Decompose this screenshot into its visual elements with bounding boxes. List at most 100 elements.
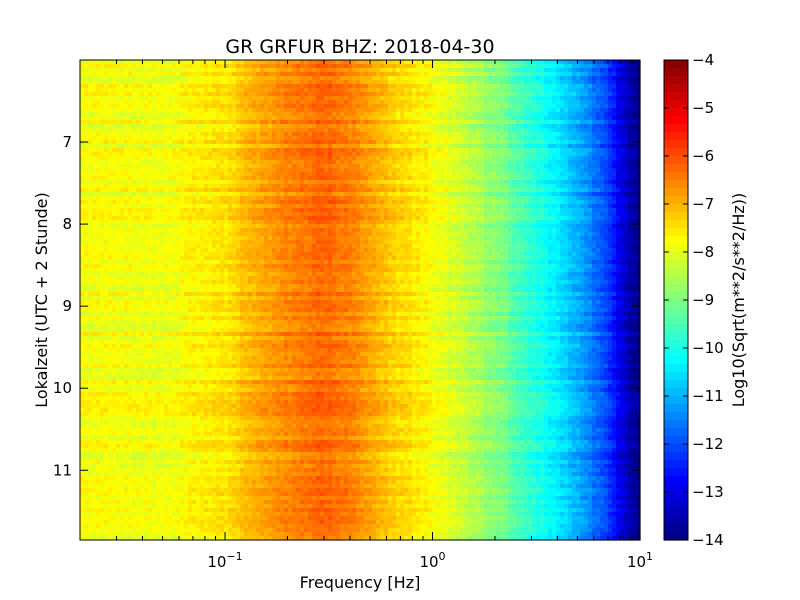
heatmap-cell: [176, 336, 181, 341]
heatmap-cell: [140, 156, 145, 161]
heatmap-cell: [220, 296, 225, 301]
heatmap-cell: [80, 104, 85, 109]
heatmap-cell: [104, 164, 109, 169]
heatmap-cell: [208, 392, 213, 397]
heatmap-cell: [236, 68, 241, 73]
heatmap-cell: [184, 184, 189, 189]
heatmap-cell: [96, 196, 101, 201]
heatmap-cell: [220, 76, 225, 81]
heatmap-cell: [116, 96, 121, 101]
heatmap-cell: [92, 100, 97, 105]
heatmap-cell: [136, 232, 141, 237]
heatmap-cell: [176, 244, 181, 249]
heatmap-cell: [216, 332, 221, 337]
heatmap-cell: [128, 176, 133, 181]
heatmap-cell: [196, 100, 201, 105]
heatmap-cell: [80, 516, 85, 521]
heatmap-cell: [168, 348, 173, 353]
heatmap-cell: [164, 228, 169, 233]
heatmap-cell: [172, 200, 177, 205]
heatmap-cell: [88, 224, 93, 229]
heatmap-cell: [108, 180, 113, 185]
heatmap-cell: [204, 272, 209, 277]
heatmap-cell: [140, 292, 145, 297]
heatmap-cell: [184, 408, 189, 413]
heatmap-cell: [108, 112, 113, 117]
heatmap-cell: [88, 440, 93, 445]
heatmap-cell: [120, 152, 125, 157]
heatmap-cell: [156, 480, 161, 485]
heatmap-cell: [104, 504, 109, 509]
heatmap-cell: [88, 260, 93, 265]
heatmap-cell: [188, 336, 193, 341]
heatmap-cell: [92, 128, 97, 133]
heatmap-cell: [180, 316, 185, 321]
heatmap-cell: [228, 344, 233, 349]
heatmap-cell: [160, 160, 165, 165]
heatmap-cell: [120, 508, 125, 513]
heatmap-cell: [112, 180, 117, 185]
heatmap-cell: [184, 116, 189, 121]
heatmap-cell: [104, 228, 109, 233]
heatmap-cell: [140, 408, 145, 413]
heatmap-cell: [92, 184, 97, 189]
heatmap-cell: [216, 264, 221, 269]
heatmap-cell: [244, 200, 249, 205]
heatmap-cell: [232, 448, 237, 453]
heatmap-cell: [188, 144, 193, 149]
heatmap-cell: [152, 64, 157, 69]
heatmap-cell: [200, 464, 205, 469]
heatmap-cell: [108, 460, 113, 465]
heatmap-cell: [112, 448, 117, 453]
heatmap-cell: [100, 328, 105, 333]
heatmap-cell: [180, 176, 185, 181]
heatmap-cell: [96, 480, 101, 485]
heatmap-cell: [224, 100, 229, 105]
heatmap-cell: [188, 364, 193, 369]
heatmap-cell: [196, 432, 201, 437]
heatmap-cell: [228, 244, 233, 249]
heatmap-cell: [96, 392, 101, 397]
heatmap-cell: [220, 256, 225, 261]
heatmap-cell: [240, 192, 245, 197]
heatmap-cell: [244, 316, 249, 321]
heatmap-cell: [196, 136, 201, 141]
heatmap-cell: [112, 476, 117, 481]
heatmap-cell: [136, 488, 141, 493]
heatmap-cell: [192, 228, 197, 233]
heatmap-cell: [120, 216, 125, 221]
heatmap-cell: [204, 276, 209, 281]
heatmap-cell: [120, 320, 125, 325]
heatmap-cell: [92, 84, 97, 89]
heatmap-cell: [208, 480, 213, 485]
heatmap-cell: [164, 248, 169, 253]
heatmap-cell: [184, 424, 189, 429]
heatmap-cell: [220, 168, 225, 173]
heatmap-cell: [184, 372, 189, 377]
heatmap-cell: [124, 388, 129, 393]
heatmap-cell: [164, 364, 169, 369]
heatmap-cell: [140, 436, 145, 441]
heatmap-cell: [116, 284, 121, 289]
heatmap-cell: [224, 124, 229, 129]
heatmap-cell: [120, 232, 125, 237]
heatmap-cell: [136, 312, 141, 317]
heatmap-cell: [216, 292, 221, 297]
heatmap-cell: [136, 236, 141, 241]
heatmap-cell: [184, 108, 189, 113]
heatmap-cell: [108, 504, 113, 509]
heatmap-cell: [184, 192, 189, 197]
heatmap-cell: [172, 84, 177, 89]
heatmap-cell: [108, 384, 113, 389]
heatmap-cell: [224, 88, 229, 93]
heatmap-cell: [216, 352, 221, 357]
heatmap-cell: [216, 148, 221, 153]
heatmap-cell: [212, 316, 217, 321]
heatmap-cell: [204, 352, 209, 357]
heatmap-cell: [132, 388, 137, 393]
heatmap-cell: [108, 196, 113, 201]
heatmap-cell: [132, 212, 137, 217]
heatmap-cell: [208, 60, 213, 65]
heatmap-cell: [108, 280, 113, 285]
heatmap-cell: [124, 248, 129, 253]
